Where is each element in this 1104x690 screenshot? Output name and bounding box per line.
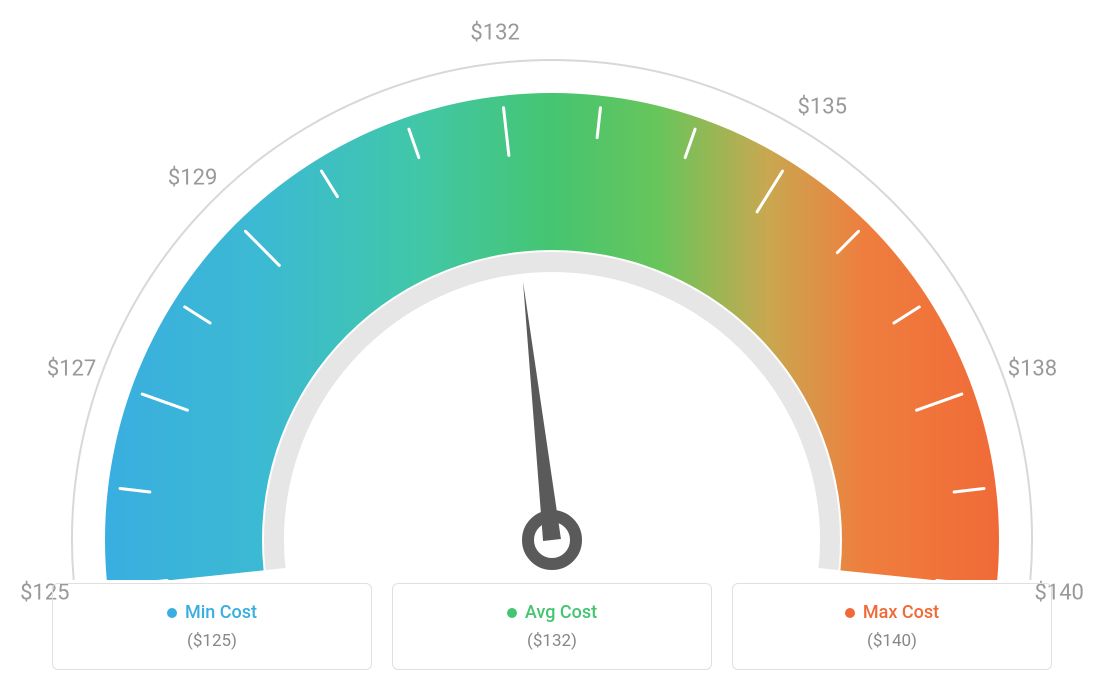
legend-min-label: Min Cost [167, 602, 257, 623]
legend-row: Min Cost ($125) Avg Cost ($132) Max Cost… [0, 583, 1104, 670]
gauge-svg [52, 20, 1052, 580]
legend-min: Min Cost ($125) [52, 583, 372, 670]
legend-avg: Avg Cost ($132) [392, 583, 712, 670]
legend-max-text: Max Cost [863, 602, 939, 623]
legend-min-value: ($125) [73, 631, 351, 651]
legend-max-label: Max Cost [845, 602, 939, 623]
legend-max: Max Cost ($140) [732, 583, 1052, 670]
legend-avg-text: Avg Cost [525, 602, 597, 623]
legend-min-dot [167, 608, 177, 618]
legend-avg-label: Avg Cost [507, 602, 597, 623]
legend-avg-dot [507, 608, 517, 618]
legend-avg-value: ($132) [413, 631, 691, 651]
tick-label: $135 [798, 95, 847, 120]
tick-label: $138 [1008, 356, 1057, 381]
legend-min-text: Min Cost [185, 602, 257, 623]
tick-label: $132 [470, 21, 519, 46]
tick-label: $127 [47, 356, 96, 381]
tick-label: $129 [168, 166, 217, 191]
gauge-chart: $125$127$129$132$135$138$140 [52, 20, 1052, 580]
legend-max-value: ($140) [753, 631, 1031, 651]
legend-max-dot [845, 608, 855, 618]
